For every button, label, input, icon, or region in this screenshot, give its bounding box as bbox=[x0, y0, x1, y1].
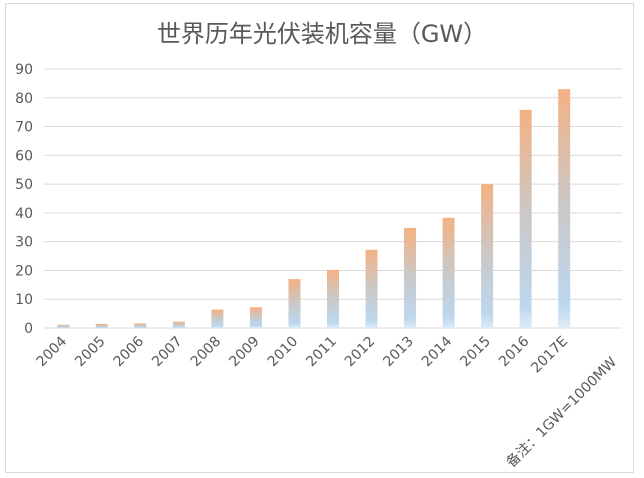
x-tick-label: 2015 bbox=[457, 334, 494, 371]
x-tick-label: 2013 bbox=[380, 334, 417, 371]
bar-2014 bbox=[442, 217, 455, 328]
bar-2013 bbox=[404, 227, 417, 328]
x-tick-label: 2014 bbox=[419, 333, 456, 370]
bar-2009 bbox=[249, 307, 262, 328]
x-tick-label: 2005 bbox=[72, 334, 109, 371]
bar-2007 bbox=[172, 321, 185, 328]
x-tick-label: 2011 bbox=[303, 334, 340, 371]
x-tick-label: 2009 bbox=[226, 334, 263, 371]
x-tick-label: 2008 bbox=[188, 334, 225, 371]
y-tick-label: 30 bbox=[15, 235, 33, 251]
x-tick-label: 2004 bbox=[34, 333, 71, 370]
bar-2016 bbox=[519, 109, 532, 328]
x-tick-label: 2017E bbox=[528, 334, 571, 377]
bar-2017E bbox=[558, 89, 571, 329]
bar-2015 bbox=[481, 184, 494, 328]
y-tick-label: 20 bbox=[15, 263, 33, 279]
y-tick-label: 40 bbox=[15, 206, 33, 222]
bar-2010 bbox=[288, 279, 301, 328]
y-tick-label: 0 bbox=[24, 321, 33, 337]
x-tick-label: 2016 bbox=[496, 333, 533, 370]
x-tick-label: 2006 bbox=[111, 333, 148, 370]
chart-title: 世界历年光伏装机容量（GW） bbox=[156, 20, 488, 48]
bar-2005 bbox=[95, 323, 108, 328]
y-tick-label: 90 bbox=[15, 62, 33, 78]
bar-2004 bbox=[57, 324, 70, 328]
y-tick-label: 70 bbox=[15, 120, 33, 136]
y-tick-label: 80 bbox=[15, 91, 33, 107]
x-tick-label: 2010 bbox=[265, 334, 302, 371]
y-tick-label: 10 bbox=[15, 292, 33, 308]
x-tick-label: 2012 bbox=[342, 334, 379, 371]
bar-2012 bbox=[365, 249, 378, 328]
bar-2008 bbox=[211, 309, 224, 328]
bar-2011 bbox=[327, 269, 339, 328]
y-tick-label: 60 bbox=[15, 148, 33, 164]
y-tick-label: 50 bbox=[15, 177, 33, 193]
bar-2006 bbox=[134, 323, 147, 328]
x-tick-label: 2007 bbox=[149, 334, 186, 371]
annotation-note: 备注：1GW=1000MW bbox=[503, 353, 620, 470]
